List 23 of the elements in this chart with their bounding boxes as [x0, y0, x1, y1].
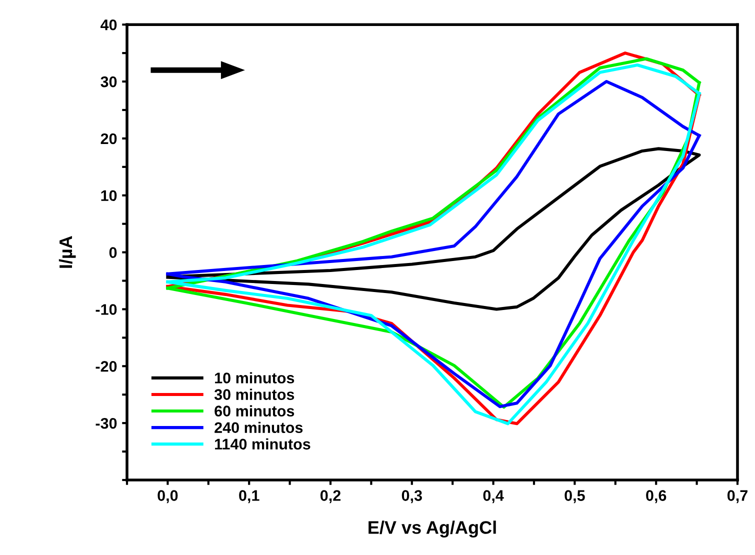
y-tick-label: -30	[96, 418, 117, 429]
legend-label: 30 minutos	[214, 388, 294, 400]
x-tick-label: 0,4	[483, 490, 504, 504]
x-tick-label: 0,7	[727, 490, 748, 504]
x-tick-label: 0,0	[158, 490, 178, 504]
y-tick-label: 30	[100, 76, 117, 88]
x-tick-label: 0,2	[320, 490, 341, 504]
y-tick-label: -10	[96, 304, 117, 315]
y-tick-label: -20	[96, 361, 117, 372]
x-tick-label: 0,1	[239, 490, 260, 504]
y-tick-label: 20	[100, 133, 117, 144]
legend-label: 10 minutos	[215, 372, 294, 384]
legend-label: 60 minutos	[214, 405, 294, 416]
y-tick-label: 40	[100, 19, 117, 30]
x-axis-title: E/V vs Ag/AgCl	[368, 520, 496, 538]
y-tick-label: 10	[101, 190, 117, 202]
legend-label: 1140 minutos	[215, 438, 310, 450]
y-axis-title: I/µA	[58, 236, 76, 268]
y-tick-label: 0	[109, 247, 117, 258]
x-tick-label: 0,3	[402, 490, 422, 504]
x-tick-label: 0,6	[646, 490, 666, 504]
legend-label: 240 minutos	[214, 422, 303, 434]
x-tick-label: 0,5	[564, 490, 585, 504]
